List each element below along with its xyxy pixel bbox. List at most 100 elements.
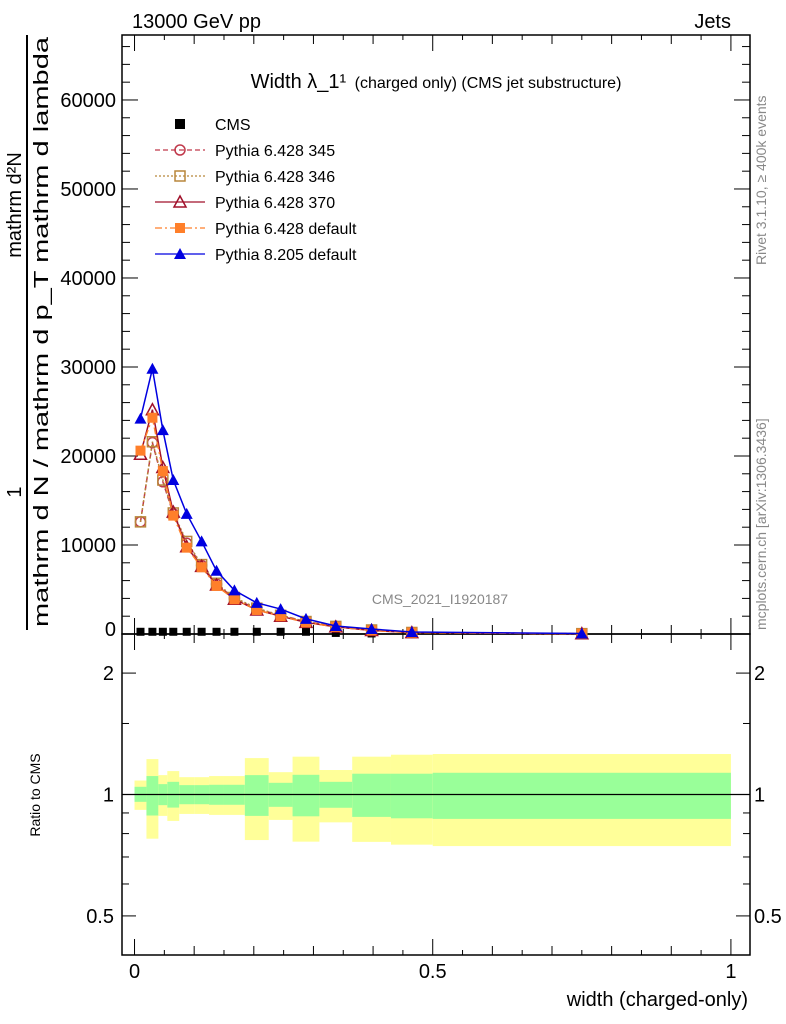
data-point (157, 466, 168, 477)
legend-label: Pythia 8.205 default (215, 247, 357, 264)
rivet-label: Rivet 3.1.10, ≥ 400k events (753, 95, 769, 265)
data-point (169, 627, 178, 636)
watermark: CMS_2021_I1920187 (372, 591, 508, 607)
x-tick-label: 1 (725, 961, 736, 983)
stat-uncertainty-band (352, 773, 391, 817)
ratio-y-label: Ratio to CMS (27, 753, 43, 836)
data-point (210, 564, 223, 576)
data-point (181, 542, 192, 553)
data-point (136, 627, 145, 636)
series-pythia-6-428-346 (134, 436, 588, 640)
y-tick-label: 50000 (60, 179, 116, 201)
x-tick-label: 0 (129, 961, 140, 983)
series-line (139, 414, 582, 635)
data-point (228, 584, 241, 596)
legend-label: CMS (215, 117, 251, 134)
legend-label: Pythia 6.428 346 (215, 169, 335, 186)
series-pythia-6-428-370 (133, 402, 590, 640)
y-label-denominator: mathrm d N / mathrm d p_T mathrm d lambd… (31, 36, 53, 627)
header-left: 13000 GeV pp (132, 11, 261, 33)
data-point (365, 623, 378, 635)
y-axis-label: 1 mathrm d²N mathrm d N / mathrm d p_T m… (4, 35, 53, 630)
legend-marker (175, 223, 185, 233)
legend-marker (174, 248, 186, 259)
ratio-y-tick-label: 2 (754, 663, 765, 685)
y-label-numerator: 1 (4, 486, 26, 497)
legend: CMS Pythia 6.428 345 Pythia 6.428 346 Pythi… (155, 117, 357, 264)
data-point (275, 611, 286, 622)
y-tick-label: 20000 (60, 446, 116, 468)
y-tick-label: 40000 (60, 268, 116, 290)
series-pythia-6-428-345 (134, 436, 588, 640)
data-point (147, 412, 158, 423)
legend-label: Pythia 6.428 345 (215, 143, 335, 160)
data-point (405, 626, 418, 638)
ratio-panel: 0.5 0.5 1 1 2 2 0 0.5 1 (86, 633, 782, 983)
data-point (251, 604, 262, 615)
stat-uncertainty-band (146, 776, 159, 816)
stat-uncertainty-band (292, 774, 320, 817)
data-point (575, 627, 588, 639)
data-point (252, 627, 261, 636)
ratio-y-tick-label: 1 (754, 785, 765, 807)
y-tick-label: 10000 (60, 535, 116, 557)
y-tick-label: 0 (105, 619, 116, 641)
legend-marker (174, 170, 186, 182)
data-point (211, 580, 222, 591)
data-point (276, 627, 285, 636)
data-point (329, 619, 342, 631)
main-frame (121, 34, 751, 635)
data-point (250, 596, 263, 608)
legend-marker (172, 194, 188, 208)
data-point (331, 628, 340, 637)
ratio-y-tick-label: 1 (103, 785, 114, 807)
data-point (212, 627, 221, 636)
series-line (139, 441, 582, 635)
data-point (158, 627, 167, 636)
y-tick-label: 60000 (60, 90, 116, 112)
data-point (195, 535, 208, 547)
legend-marker (175, 119, 185, 129)
data-point (229, 594, 240, 605)
stat-uncertainty-band (432, 772, 731, 819)
header-right: Jets (694, 11, 731, 33)
data-point (168, 510, 179, 521)
chart-title: Width λ_1¹ (charged only) (CMS jet subst… (251, 71, 622, 93)
main-panel: 0 10000 20000 30000 40000 50000 60000 (60, 34, 751, 641)
data-point (274, 603, 287, 615)
data-point (134, 516, 147, 528)
legend-label: Pythia 6.428 370 (215, 195, 335, 212)
data-point (135, 445, 146, 456)
data-point (148, 627, 157, 636)
y-tick-label: 30000 (60, 357, 116, 379)
series-line (139, 442, 582, 635)
chart-title-main: Width λ_1¹ (251, 71, 347, 93)
series-pythia-8-205-default (134, 362, 588, 639)
ratio-y-tick-label: 2 (103, 663, 114, 685)
data-point (182, 627, 191, 636)
data-point (146, 362, 159, 374)
data-point (156, 424, 169, 436)
data-point (299, 612, 312, 624)
data-point (146, 436, 159, 448)
data-point (134, 412, 147, 424)
data-point (197, 627, 206, 636)
series-pythia-6-428-default (135, 412, 587, 639)
x-tick-label: 0.5 (419, 961, 447, 983)
mcplots-label: mcplots.cern.ch [arXiv:1306.3436] (753, 418, 769, 630)
chart-subtitle: (charged only) (CMS jet substructure) (355, 75, 622, 92)
data-point (230, 627, 239, 636)
ratio-y-tick-label: 0.5 (86, 906, 114, 928)
legend-label: Pythia 6.428 default (215, 221, 357, 238)
data-point (301, 627, 310, 636)
stat-uncertainty-band (390, 773, 433, 819)
series-line (139, 368, 582, 635)
data-point (167, 474, 180, 486)
legend-marker (174, 144, 186, 156)
stat-uncertainty-band (244, 775, 269, 816)
data-point (196, 562, 207, 573)
series-line (139, 409, 582, 635)
x-axis-label: width (charged-only) (566, 989, 748, 1011)
y-label-top: mathrm d²N (4, 152, 26, 258)
